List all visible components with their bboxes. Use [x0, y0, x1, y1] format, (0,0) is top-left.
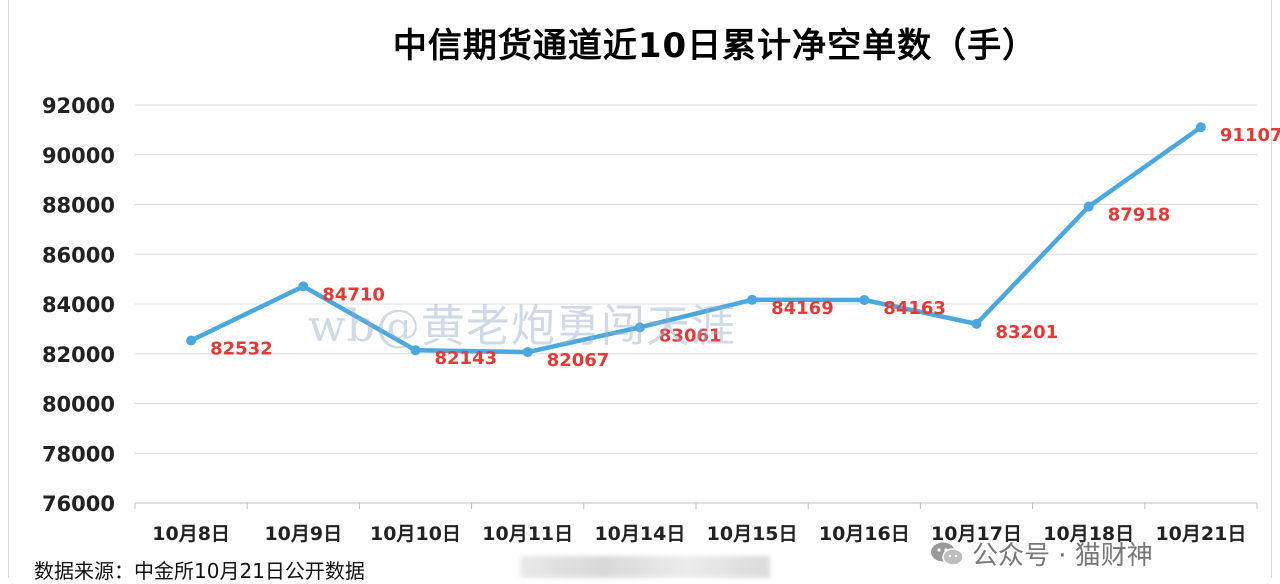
- chart-frame: [8, 0, 1272, 578]
- data-label: 84710: [322, 284, 385, 305]
- data-point: [859, 294, 870, 305]
- x-tick-label: 10月17日: [931, 523, 1022, 545]
- x-tick-label: 10月18日: [1043, 523, 1134, 545]
- data-label: 83061: [659, 325, 722, 346]
- data-point: [298, 281, 309, 292]
- x-tick-label: 10月14日: [594, 523, 685, 545]
- data-point: [186, 335, 197, 346]
- y-tick-label: 84000: [42, 293, 115, 317]
- data-label: 84163: [883, 298, 946, 319]
- y-tick-label: 86000: [42, 243, 115, 267]
- y-tick-label: 80000: [42, 393, 115, 417]
- y-tick-label: 82000: [42, 343, 115, 367]
- y-tick-label: 90000: [42, 144, 115, 168]
- data-point: [1083, 201, 1094, 212]
- x-tick-label: 10月11日: [482, 523, 573, 545]
- wechat-credit-text: 公众号 · 猫财神: [972, 541, 1153, 571]
- wechat-credit: 公众号 · 猫财神: [930, 535, 1153, 572]
- data-label: 82532: [210, 339, 273, 360]
- x-tick-label: 10月9日: [264, 523, 342, 545]
- data-label: 83201: [996, 322, 1059, 343]
- x-tick-label: 10月16日: [819, 523, 910, 545]
- y-tick-label: 78000: [42, 442, 115, 466]
- gridlines: [134, 104, 1258, 509]
- y-axis-ticks: 92000 90000 88000 86000 84000 82000 80000 78000…: [42, 94, 115, 516]
- data-label: 84169: [771, 298, 834, 319]
- series-group: [186, 122, 1206, 358]
- source-note: 数据来源：中金所10月21日公开数据: [34, 559, 365, 583]
- x-tick-label: 10月15日: [707, 523, 798, 545]
- data-label: 87918: [1108, 205, 1171, 226]
- data-label: 82143: [435, 348, 498, 369]
- chart-title: 中信期货通道近10日累计净空单数（手）: [392, 26, 1038, 66]
- y-tick-label: 88000: [42, 194, 115, 218]
- data-point: [634, 322, 645, 333]
- data-label: 91107: [1220, 125, 1280, 146]
- wechat-icon: [930, 541, 964, 567]
- x-axis-ticks: 10月8日 10月9日 10月10日 10月11日 10月14日 10月15日 10月16日…: [152, 523, 1246, 545]
- blurred-caption: [520, 556, 770, 578]
- series-line: [190, 125, 1203, 355]
- data-labels: 82532 84710 82143 82067 83061 84169 84163 83201…: [210, 125, 1280, 371]
- data-point: [971, 318, 982, 329]
- data-label: 82067: [547, 350, 610, 371]
- x-tick-label: 10月8日: [152, 523, 230, 545]
- y-tick-label: 92000: [42, 94, 115, 118]
- data-point: [1195, 122, 1206, 133]
- x-tick-label: 10月10日: [370, 523, 461, 545]
- y-tick-label: 76000: [42, 492, 115, 516]
- data-point: [747, 294, 758, 305]
- data-point: [410, 345, 421, 356]
- data-point: [522, 347, 533, 358]
- x-tick-label: 10月21日: [1155, 523, 1246, 545]
